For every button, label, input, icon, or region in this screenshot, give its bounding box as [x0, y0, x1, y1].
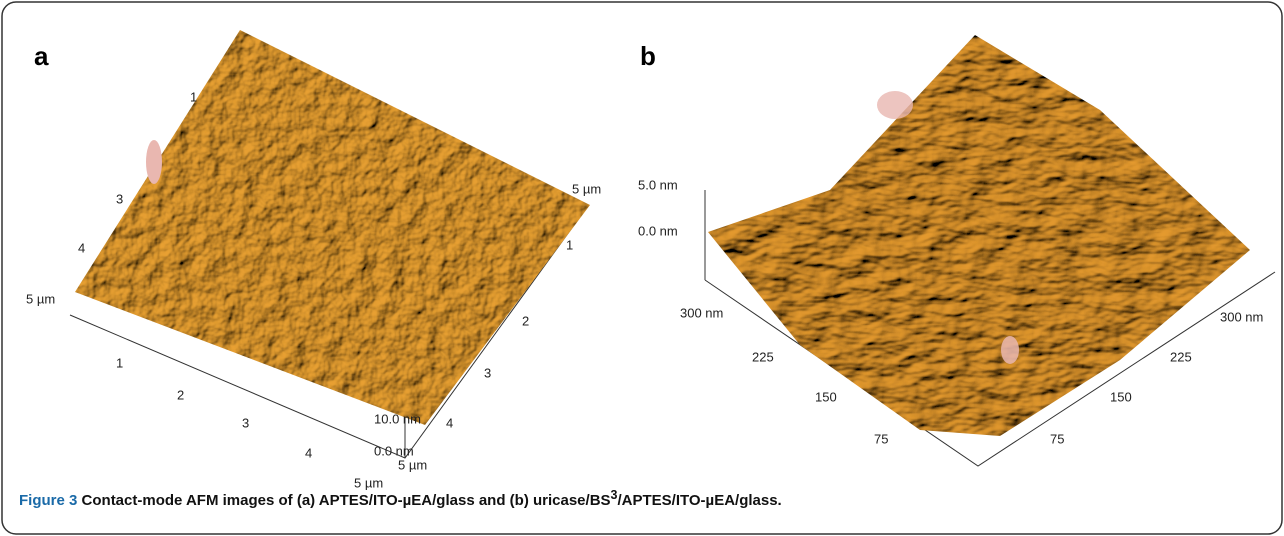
edge-tick: 4: [78, 240, 85, 255]
axis-tick: 150: [815, 389, 837, 404]
caption-text: Contact-mode AFM images of (a) APTES/ITO…: [82, 492, 611, 509]
z-label: 0.0 nm: [638, 223, 678, 238]
axis-label: 5 µm: [572, 181, 601, 196]
z-label: 0.0 nm: [374, 443, 414, 458]
axis-tick: 1: [566, 237, 573, 252]
axis-tick: 300 nm: [680, 305, 723, 320]
axis-label: 5 µm: [26, 291, 55, 306]
axis-tick: 1: [116, 355, 123, 370]
caption: Figure 3 Contact-mode AFM images of (a) …: [19, 488, 782, 509]
z-label: 10.0 nm: [374, 411, 421, 426]
axis-tick: 2: [177, 387, 184, 402]
edge-tick: 3: [116, 191, 123, 206]
axis-tick: 225: [1170, 349, 1192, 364]
caption-text: /APTES/ITO-µEA/glass.: [617, 492, 781, 509]
caption-label: Figure 3: [19, 492, 77, 509]
panel-label: b: [640, 41, 656, 71]
axis-tick: 2: [522, 313, 529, 328]
z-label: 5.0 nm: [638, 177, 678, 192]
page: a 1 3 4 5 µm 1 2 3 4 5 µm 1 2 3 4 10.0 n…: [0, 0, 1284, 536]
afm-surface: [708, 35, 1250, 436]
afm-surface: [75, 30, 590, 425]
axis-tick: 4: [446, 415, 453, 430]
figure: a 1 3 4 5 µm 1 2 3 4 5 µm 1 2 3 4 10.0 n…: [0, 0, 1284, 536]
edge-tick: 1: [190, 89, 197, 104]
axis-tick: 3: [484, 365, 491, 380]
axis-label: 5 µm: [398, 457, 427, 472]
axis-tick: 4: [305, 445, 312, 460]
panel-label: a: [34, 41, 49, 71]
spike: [146, 140, 162, 184]
axis-tick: 225: [752, 349, 774, 364]
axis-tick: 75: [874, 431, 888, 446]
spike: [1001, 336, 1019, 364]
axis-tick: 75: [1050, 431, 1064, 446]
spike: [877, 91, 913, 119]
axis-tick: 300 nm: [1220, 309, 1263, 324]
axis-tick: 3: [242, 415, 249, 430]
axis-tick: 150: [1110, 389, 1132, 404]
